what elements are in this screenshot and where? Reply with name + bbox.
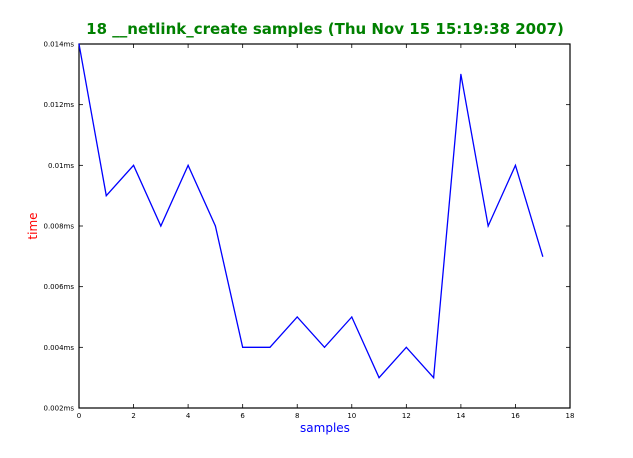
x-tick-label: 4 (186, 412, 191, 420)
axes-frame (78, 43, 571, 409)
data-point (405, 346, 407, 348)
data-point (269, 346, 271, 348)
data-point (132, 164, 135, 166)
data-point (78, 43, 80, 45)
x-tick-label: 14 (456, 412, 465, 420)
x-tick-label: 8 (295, 412, 299, 420)
x-tick-label: 16 (511, 412, 520, 420)
data-point (296, 316, 298, 318)
data-point (460, 73, 462, 75)
y-axis-label: time (26, 212, 40, 239)
data-point (542, 255, 544, 257)
y-tick-label: 0.012ms (43, 101, 74, 109)
y-tick-label: 0.01ms (48, 162, 74, 170)
data-point (351, 316, 353, 318)
data-point (487, 225, 489, 227)
x-tick-label: 6 (240, 412, 245, 420)
data-point (242, 346, 244, 348)
x-tick-label: 0 (77, 412, 81, 420)
x-tick-label: 18 (566, 412, 575, 420)
plot-area: 0 2 4 6 8 10 12 14 16 18 0.002ms 0.004ms 0.006ms 0.00… (43, 41, 574, 421)
data-point (378, 377, 380, 379)
data-point (433, 377, 435, 379)
data-point (323, 346, 326, 348)
data-point (214, 225, 216, 227)
y-tick-label: 0.008ms (43, 223, 74, 231)
data-point (105, 195, 107, 197)
data-point (160, 225, 162, 227)
x-tick-label: 2 (131, 412, 135, 420)
y-tick-label: 0.004ms (43, 344, 74, 352)
x-tick-label: 12 (402, 412, 411, 420)
x-tick-label: 10 (347, 412, 356, 420)
y-tick-label: 0.006ms (43, 283, 74, 291)
y-tick-label: 0.002ms (43, 405, 74, 413)
chart-title: 18 __netlink_create samples (Thu Nov 15 … (86, 20, 564, 38)
x-axis-label: samples (300, 421, 350, 435)
y-tick-label: 0.014ms (43, 41, 74, 49)
data-point (187, 164, 189, 166)
series-line (78, 43, 544, 380)
data-point (514, 164, 517, 166)
